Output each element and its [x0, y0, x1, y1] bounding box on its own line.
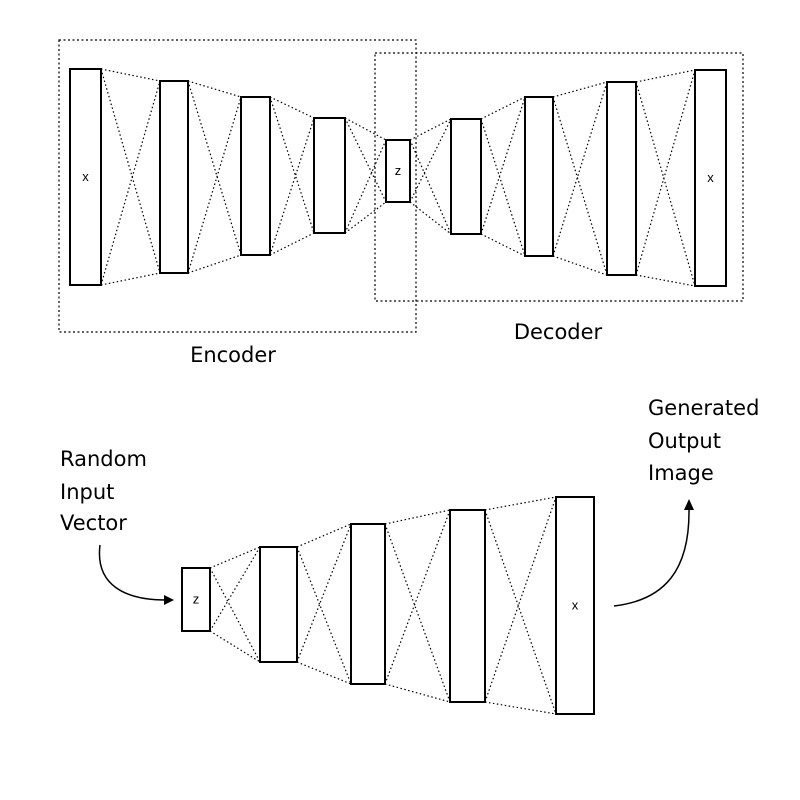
decoder-label: Decoder — [514, 320, 603, 344]
generator-layer-5 — [555, 496, 595, 715]
autoencoder-connection-3-1 — [269, 96, 315, 119]
autoencoder-connection-6-4 — [480, 96, 526, 235]
autoencoder-connection-2-4 — [187, 96, 242, 274]
encoder-label: Encoder — [190, 343, 276, 367]
output-arrow — [613, 507, 690, 607]
generator-layer-2 — [259, 546, 298, 663]
latent-layer-label: z — [395, 163, 402, 178]
encoder-box — [58, 39, 417, 333]
generator-connection-4-2 — [484, 701, 557, 715]
input-caption-line-2: Input — [60, 480, 114, 504]
autoencoder-connection-4-2 — [344, 201, 387, 234]
autoencoder-connection-4-3 — [344, 117, 387, 203]
autoencoder-connection-4-1 — [344, 117, 387, 141]
generator-connection-1-2 — [209, 630, 261, 663]
generator-connection-3-3 — [384, 523, 451, 703]
autoencoder-connection-3-4 — [269, 117, 315, 256]
generator-layer-4 — [449, 509, 486, 703]
decoder-layer-3 — [606, 81, 637, 276]
autoencoder-connection-2-2 — [187, 254, 242, 274]
output-caption-line-2: Output — [648, 429, 721, 453]
autoencoder-connection-5-2 — [409, 201, 452, 235]
autoencoder-connection-5-4 — [409, 118, 452, 203]
autoencoder-connection-3-3 — [269, 96, 315, 234]
input-caption-line-1: Random — [60, 447, 147, 471]
encoder-layer-4 — [313, 117, 346, 234]
encoder-layer-3 — [240, 96, 271, 256]
output-caption-line-1: Generated — [648, 396, 759, 420]
generator-connection-4-3 — [484, 509, 557, 715]
input-caption-line-3: Vector — [60, 511, 127, 535]
generator-connection-3-4 — [384, 509, 451, 685]
generator-connection-2-2 — [296, 661, 352, 685]
autoencoder-connection-7-3 — [552, 96, 608, 276]
generator-connection-1-1 — [209, 546, 261, 569]
generator-connection-2-4 — [296, 523, 352, 663]
generator-connection-3-1 — [384, 509, 451, 525]
autoencoder-connection-1-3 — [100, 68, 161, 274]
generator-connection-2-3 — [296, 546, 352, 685]
autoencoder-connection-7-1 — [552, 81, 608, 98]
autoencoder-connection-7-2 — [552, 255, 608, 276]
input-arrowhead — [164, 595, 174, 605]
autoencoder-connection-8-4 — [635, 69, 696, 276]
generator-connection-4-4 — [484, 496, 557, 703]
autoencoder-connection-5-3 — [409, 139, 452, 235]
generator-connection-3-2 — [384, 683, 451, 703]
layers: x z x z x — [69, 68, 727, 715]
encoder-layer-1 — [69, 68, 102, 286]
input-arrow — [98, 544, 167, 601]
decoder-layer-4 — [694, 69, 727, 287]
decoder-box — [374, 52, 744, 302]
encoder-layer-2 — [159, 80, 189, 274]
decoder-layer-2 — [524, 96, 554, 257]
autoencoder-connection-6-2 — [480, 233, 526, 257]
encoder-layer-1-label: x — [82, 169, 89, 184]
generator-connection-1-4 — [209, 546, 261, 632]
autoencoder-connection-2-1 — [187, 80, 242, 98]
autoencoder-connection-1-2 — [100, 272, 161, 286]
generator-layer-3 — [350, 523, 386, 685]
autoencoder-connection-2-3 — [187, 80, 242, 256]
output-caption-line-3: Image — [648, 461, 714, 485]
generator-connection-2-1 — [296, 523, 352, 548]
labels: Encoder Decoder Random Input Vector Gene… — [60, 320, 759, 535]
arrows — [98, 499, 694, 607]
generator-layer-1 — [181, 567, 211, 632]
autoencoder-connection-6-3 — [480, 118, 526, 257]
autoencoder-connection-8-1 — [635, 69, 696, 83]
autoencoder-connection-7-4 — [552, 81, 608, 257]
connections — [100, 68, 696, 715]
autoencoder-connection-3-2 — [269, 232, 315, 256]
autoencoder-connection-1-1 — [100, 68, 161, 82]
autoencoder-connection-8-2 — [635, 274, 696, 287]
generator-layer-5-label: x — [572, 598, 579, 613]
decoder-layer-1 — [450, 118, 482, 235]
generator-connection-1-3 — [209, 567, 261, 663]
generator-layer-1-label: z — [193, 592, 200, 607]
group-boxes — [58, 39, 744, 333]
output-arrowhead — [684, 499, 694, 510]
generator-connection-4-1 — [484, 496, 557, 511]
decoder-layer-4-label: x — [707, 170, 714, 185]
autoencoder-connection-8-3 — [635, 81, 696, 287]
autoencoder-connection-6-1 — [480, 96, 526, 120]
autoencoder-connection-4-4 — [344, 139, 387, 234]
latent-layer — [385, 139, 411, 203]
autoencoder-connection-1-4 — [100, 80, 161, 286]
